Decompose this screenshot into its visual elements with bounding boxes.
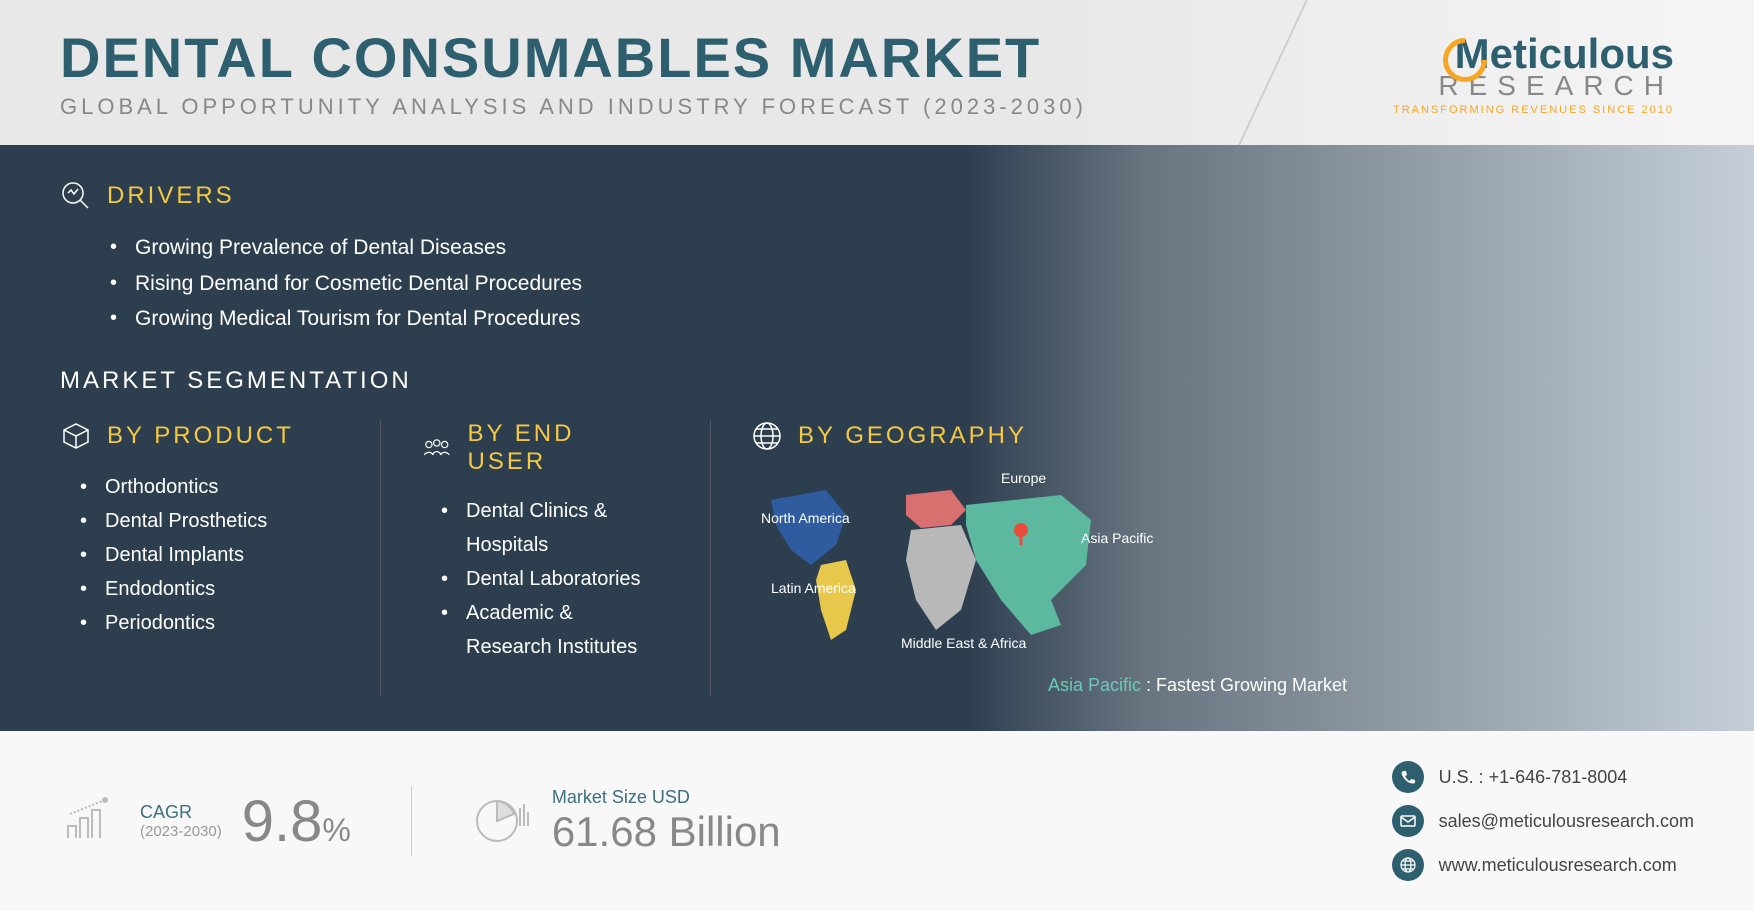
label-eu: Europe [1001,470,1046,486]
product-title: BY PRODUCT [107,422,294,450]
segment-product: BY PRODUCT Orthodontics Dental Prostheti… [60,420,380,696]
label-mea: Middle East & Africa [901,635,1026,651]
enduser-heading: BY END USER [421,420,660,476]
list-item: Orthodontics [80,470,330,504]
subtitle: GLOBAL OPPORTUNITY ANALYSIS AND INDUSTRY… [60,94,1393,120]
market-block: Market Size USD 61.68 Billion [472,787,781,856]
market-label: Market Size USD [552,787,781,808]
footer-section: CAGR (2023-2030) 9.8% Market Size USD 61… [0,731,1754,911]
list-item: Dental Clinics & Hospitals [441,494,660,562]
highlight-rest: : Fastest Growing Market [1146,675,1347,695]
segments-row: BY PRODUCT Orthodontics Dental Prostheti… [60,420,1694,696]
region-la [816,560,856,640]
segment-enduser: BY END USER Dental Clinics & Hospitals D… [380,420,710,696]
infographic-container: DENTAL CONSUMABLES MARKET GLOBAL OPPORTU… [0,0,1754,822]
label-la: Latin America [771,580,856,596]
list-item: Dental Prosthetics [80,504,330,538]
email-icon [1392,805,1424,837]
cagr-value: 9.8% [242,788,351,855]
contact-web: www.meticulousresearch.com [1392,849,1694,881]
drivers-title: DRIVERS [107,182,235,210]
highlight-text: Asia Pacific : Fastest Growing Market [751,675,1644,696]
cagr-label: CAGR [140,802,222,823]
map-svg [751,470,1131,650]
enduser-list: Dental Clinics & Hospitals Dental Labora… [441,494,660,664]
driver-item: Rising Demand for Cosmetic Dental Proced… [110,266,1694,302]
region-eu [906,490,966,528]
body-section: DRIVERS Growing Prevalence of Dental Dis… [0,145,1754,731]
box-icon [60,420,92,452]
product-list: Orthodontics Dental Prosthetics Dental I… [80,470,330,640]
list-item: Dental Implants [80,538,330,572]
cagr-period: (2023-2030) [140,823,222,840]
contact-block: U.S. : +1-646-781-8004 sales@meticulousr… [1392,761,1694,881]
market-value: 61.68 Billion [552,808,781,856]
analysis-icon [60,180,92,212]
label-na: North America [761,510,850,526]
list-item: Endodontics [80,572,330,606]
contact-phone: U.S. : +1-646-781-8004 [1392,761,1694,793]
region-ap [966,495,1091,635]
people-icon [421,432,453,464]
contact-email: sales@meticulousresearch.com [1392,805,1694,837]
geography-title: BY GEOGRAPHY [798,422,1027,450]
divider [411,786,412,856]
product-heading: BY PRODUCT [60,420,330,452]
drivers-list: Growing Prevalence of Dental Diseases Ri… [110,230,1694,337]
title-block: DENTAL CONSUMABLES MARKET GLOBAL OPPORTU… [60,30,1393,120]
header-section: DENTAL CONSUMABLES MARKET GLOBAL OPPORTU… [0,0,1754,145]
region-na [771,490,846,565]
label-ap: Asia Pacific [1081,530,1153,546]
driver-item: Growing Medical Tourism for Dental Proce… [110,301,1694,337]
globe-icon [751,420,783,452]
logo: Meticulous RESEARCH TRANSFORMING REVENUE… [1393,30,1694,116]
logo-main: Meticulous [1455,30,1674,78]
pie-icon [472,796,532,846]
segment-geography: BY GEOGRAPHY North America Latin America [710,420,1694,696]
list-item: Dental Laboratories [441,562,660,596]
segmentation-label: MARKET SEGMENTATION [60,367,1694,395]
highlight-region: Asia Pacific [1048,675,1141,695]
world-map: North America Latin America Europe Middl… [751,470,1644,670]
chart-icon [60,796,120,846]
enduser-title: BY END USER [468,420,660,476]
web-icon [1392,849,1424,881]
list-item: Periodontics [80,606,330,640]
phone-icon [1392,761,1424,793]
main-title: DENTAL CONSUMABLES MARKET [60,30,1393,86]
cagr-block: CAGR (2023-2030) 9.8% [60,788,351,855]
driver-item: Growing Prevalence of Dental Diseases [110,230,1694,266]
drivers-heading: DRIVERS [60,180,1694,212]
logo-tag: TRANSFORMING REVENUES SINCE 2010 [1393,104,1674,116]
geography-heading: BY GEOGRAPHY [751,420,1644,452]
region-mea [906,525,976,630]
list-item: Academic & Research Institutes [441,596,660,664]
